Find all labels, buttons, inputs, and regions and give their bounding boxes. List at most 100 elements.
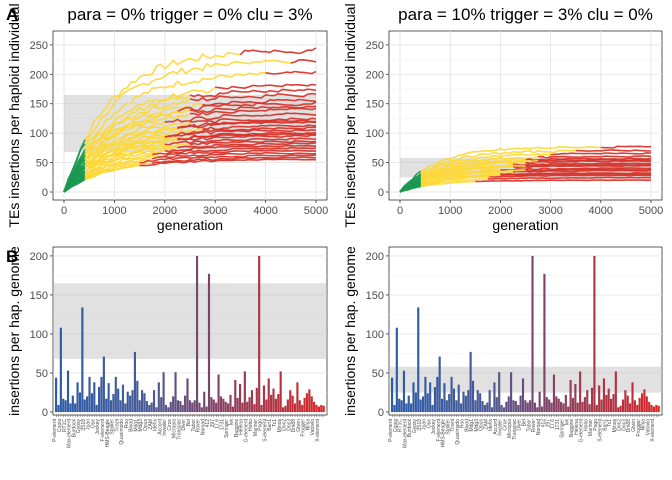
x-tick-label: X-element [650, 418, 656, 441]
x-tick-label: Opus [479, 419, 485, 431]
bar [71, 395, 74, 412]
bar [643, 389, 646, 412]
trajectory-shotgun-phase [420, 155, 539, 177]
bar [640, 393, 644, 412]
y-tick-label: 150 [30, 290, 48, 302]
x-tick-label: 3000 [538, 205, 562, 217]
x-tick-label: Micropia [507, 419, 513, 438]
y-tick-label: 50 [36, 158, 48, 170]
x-tick-label: 1731 [220, 419, 226, 430]
trajectory-rapid-phase [399, 182, 422, 193]
bar [198, 402, 201, 412]
bar [514, 401, 517, 412]
bar [436, 376, 439, 412]
bar [633, 400, 636, 412]
x-tick-label: Stalker [445, 419, 451, 435]
bar [529, 400, 532, 412]
bar [322, 405, 325, 412]
x-tick-label: Accord [493, 419, 499, 435]
trajectory-inactive-phase [550, 152, 652, 156]
x-tick-label: Tirant [114, 418, 120, 431]
bar [272, 388, 275, 412]
bar [462, 391, 465, 412]
trajectory-shotgun-phase [420, 152, 551, 176]
trajectory-shotgun-phase [84, 164, 140, 181]
cluster-band [53, 283, 327, 359]
y-tick-label: 150 [30, 99, 48, 111]
x-tick-label: P-element [388, 418, 394, 441]
y-tick-label: 0 [42, 407, 48, 419]
bar [66, 370, 70, 412]
trajectory-shotgun-phase [84, 112, 191, 163]
trajectory-inactive-phase [265, 70, 317, 75]
trajectory-shotgun-phase [84, 162, 140, 180]
x-tick-label: Gypsy [76, 419, 82, 434]
bar [533, 402, 536, 412]
panel-4 [386, 246, 663, 417]
x-tick-label: S-element [598, 418, 604, 441]
bar [195, 255, 199, 412]
trajectory-shotgun-phase [84, 134, 166, 169]
bar [114, 376, 117, 412]
bar [86, 396, 89, 412]
x-tick-label: Tabor [191, 419, 197, 432]
trajectory-inactive-phase [215, 83, 317, 90]
trajectory-shotgun-phase [84, 71, 266, 150]
bar [452, 388, 456, 412]
bar [393, 404, 396, 412]
trajectory-inactive-phase [537, 158, 652, 162]
trajectory-inactive-phase [239, 47, 317, 56]
bar [174, 372, 177, 412]
bar [308, 389, 311, 412]
bar [421, 396, 425, 412]
x-tick-label: 1000 [438, 205, 462, 217]
bar [543, 273, 546, 412]
bar [184, 395, 187, 412]
x-tick-label: Vatovio [310, 419, 316, 436]
bar [74, 403, 77, 412]
trajectory-shotgun-phase [420, 175, 488, 186]
trajectory-shotgun-phase [84, 126, 178, 167]
x-axis-label: generation [157, 217, 223, 233]
bar [581, 401, 584, 412]
bar [200, 407, 203, 412]
bar [648, 401, 651, 412]
trajectory-inactive-phase [525, 163, 652, 168]
bar [402, 370, 406, 412]
x-tick-label: Juan [86, 419, 92, 430]
trajectory-inactive-phase [290, 59, 317, 64]
x-tick-label: HMS-Beagle [441, 419, 447, 448]
x-tick-label: Baggins [569, 419, 575, 438]
bar [636, 404, 639, 412]
x-tick-label: 1000 [102, 205, 126, 217]
x-tick-label: Ninja [306, 419, 312, 431]
bar [141, 390, 144, 412]
bar [650, 404, 653, 412]
x-tick-label: 2000 [153, 205, 177, 217]
trajectory-shotgun-phase [84, 109, 191, 161]
y-tick-label: 200 [30, 69, 48, 81]
bar [569, 380, 572, 412]
x-tick-label: Mariner [588, 419, 594, 436]
bar [510, 372, 513, 412]
bar [59, 327, 62, 412]
x-tick-label: 297 [210, 419, 216, 428]
bar [150, 402, 153, 412]
bar [267, 378, 270, 412]
trajectory-shotgun-phase [420, 178, 488, 187]
bar [152, 390, 156, 412]
trajectory-inactive-phase [177, 133, 317, 141]
bar [479, 393, 482, 412]
trajectory-shotgun-phase [84, 127, 203, 167]
bar [270, 394, 273, 412]
trajectory-inactive-phase [139, 154, 317, 164]
x-tick-label: 17.6 [215, 419, 221, 429]
x-tick-label: Diver [181, 419, 187, 431]
bar [117, 388, 120, 412]
bar [629, 403, 632, 412]
x-axis-label: generation [492, 217, 558, 233]
bar [560, 401, 563, 412]
bar [164, 404, 168, 412]
bar [131, 390, 134, 412]
bar [426, 393, 429, 412]
